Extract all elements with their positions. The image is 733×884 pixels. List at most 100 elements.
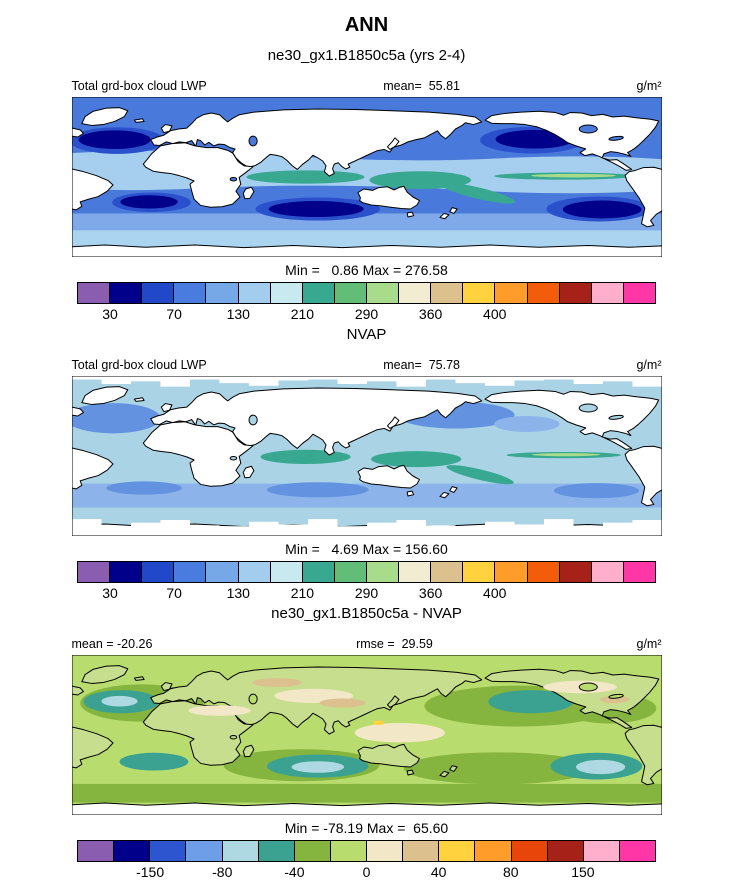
panel-header-diff: mean = -20.26 rmse = 29.59 g/m² (72, 637, 662, 652)
colorbar-tick-label: 400 (483, 306, 507, 322)
colorbar-segment (78, 841, 115, 861)
colorbar-tick-label: 210 (290, 585, 315, 601)
colorbar-tick-label: 360 (418, 585, 443, 601)
section-title-nvap: NVAP (346, 326, 387, 343)
colorbar-tick-label: 80 (502, 864, 519, 880)
colorbar-segment (270, 562, 303, 582)
colorbar-segment (206, 562, 239, 582)
colorbar-segment (334, 283, 367, 303)
colorbar-segment (559, 562, 592, 582)
colorbar-segment (294, 841, 331, 861)
colorbar-diff (77, 840, 656, 862)
variable-label: Total grd-box cloud LWP (71, 79, 207, 93)
colorbar-segment (206, 283, 239, 303)
colorbar-segment (495, 562, 528, 582)
colorbar-tick-label: 360 (418, 306, 443, 322)
colorbar-segment (258, 841, 295, 861)
colorbar-segment (238, 562, 271, 582)
colorbar-tick-label: -150 (136, 864, 165, 880)
colorbar-segment (399, 562, 432, 582)
colorbar-segment (222, 841, 259, 861)
colorbar-segment (591, 562, 624, 582)
colorbar-tick-label: 290 (354, 306, 379, 322)
colorbar-segment (142, 283, 175, 303)
colorbar-segment (475, 841, 512, 861)
colorbar-segment (623, 283, 655, 303)
colorbar-segment (186, 841, 223, 861)
colorbar-segment (495, 283, 528, 303)
panel-diff: mean = -20.26 rmse = 29.59 g/m² Min = -7… (0, 637, 733, 881)
colorbar-segment (270, 283, 303, 303)
colorbar-segment (142, 562, 175, 582)
map-model (71, 97, 662, 257)
colorbar-segment (174, 562, 207, 582)
colorbar-segment (302, 283, 335, 303)
colorbar-segment (367, 841, 404, 861)
colorbar-ticks-model: 30 70 130 210 290 360 400 (78, 304, 655, 323)
colorbar-segment (150, 841, 187, 861)
colorbar-tick-label: 70 (166, 585, 182, 601)
colorbar-segment (583, 841, 620, 861)
colorbar-tick-label: -40 (284, 864, 305, 880)
colorbar-segment (463, 283, 496, 303)
panel-obs: Total grd-box cloud LWP mean= 75.78 g/m²… (0, 358, 733, 602)
colorbar-segment (527, 562, 560, 582)
mean-value-label: mean= 55.81 (383, 79, 461, 93)
colorbar-segment (463, 562, 496, 582)
colorbar-segment (334, 562, 367, 582)
colorbar-tick-label: 290 (354, 585, 379, 601)
colorbar-segment (619, 841, 655, 861)
colorbar-tick-label: 0 (362, 864, 371, 880)
panel-header-obs: Total grd-box cloud LWP mean= 75.78 g/m² (72, 358, 662, 373)
minmax-label-diff: Min = -78.19 Max = 65.60 (284, 820, 449, 836)
colorbar-tick-label: 210 (290, 306, 315, 322)
case-subtitle: ne30_gx1.B1850c5a (yrs 2-4) (267, 47, 466, 64)
section-title-diff: ne30_gx1.B1850c5a - NVAP (271, 605, 462, 622)
colorbar-segment (431, 283, 464, 303)
rmse-label: rmse = 29.59 (356, 637, 433, 651)
map-diff (71, 655, 662, 815)
map-container-diff (71, 655, 662, 815)
map-container-obs (71, 376, 662, 536)
panel-header-model: Total grd-box cloud LWP mean= 55.81 g/m² (72, 79, 662, 94)
colorbar-tick-label: -80 (212, 864, 233, 880)
colorbar-segment (330, 841, 367, 861)
colorbar-segment (174, 283, 207, 303)
map-container-model (71, 97, 662, 257)
minmax-label-obs: Min = 4.69 Max = 156.60 (285, 541, 448, 557)
colorbar-tick-label: 70 (166, 306, 182, 322)
colorbar-tick-label: 130 (226, 306, 250, 322)
colorbar-segment (431, 562, 464, 582)
colorbar-obs (77, 561, 656, 583)
units-label: g/m² (636, 358, 662, 372)
units-label: g/m² (636, 637, 662, 651)
colorbar-ticks-obs: 30 70 130 210 290 360 400 (78, 583, 655, 602)
colorbar-segment (591, 283, 624, 303)
colorbar-tick-label: 30 (102, 585, 118, 601)
colorbar-segment (403, 841, 440, 861)
colorbar-tick-label: 150 (571, 864, 595, 880)
colorbar-segment (366, 283, 400, 303)
colorbar-segment (302, 562, 335, 582)
mean-label: mean = -20.26 (71, 637, 153, 651)
units-label: g/m² (636, 79, 662, 93)
colorbar-segment (78, 562, 111, 582)
colorbar-tick-label: 130 (226, 585, 250, 601)
colorbar-segment (559, 283, 592, 303)
colorbar-tick-label: 40 (430, 864, 447, 880)
season-title: ANN (344, 14, 389, 36)
mean-value-label: mean= 75.78 (383, 358, 461, 372)
colorbar-segment (547, 841, 584, 861)
colorbar-tick-label: 400 (483, 585, 507, 601)
colorbar-segment (114, 841, 151, 861)
variable-label: Total grd-box cloud LWP (71, 358, 207, 372)
colorbar-ticks-diff: -150 -80 -40 0 40 80 150 (78, 862, 655, 881)
colorbar-segment (110, 562, 143, 582)
colorbar-segment (78, 283, 111, 303)
colorbar-segment (366, 562, 400, 582)
panel-model: Total grd-box cloud LWP mean= 55.81 g/m²… (0, 79, 733, 323)
colorbar-model (77, 282, 656, 304)
colorbar-segment (439, 841, 476, 861)
map-obs (71, 376, 662, 536)
